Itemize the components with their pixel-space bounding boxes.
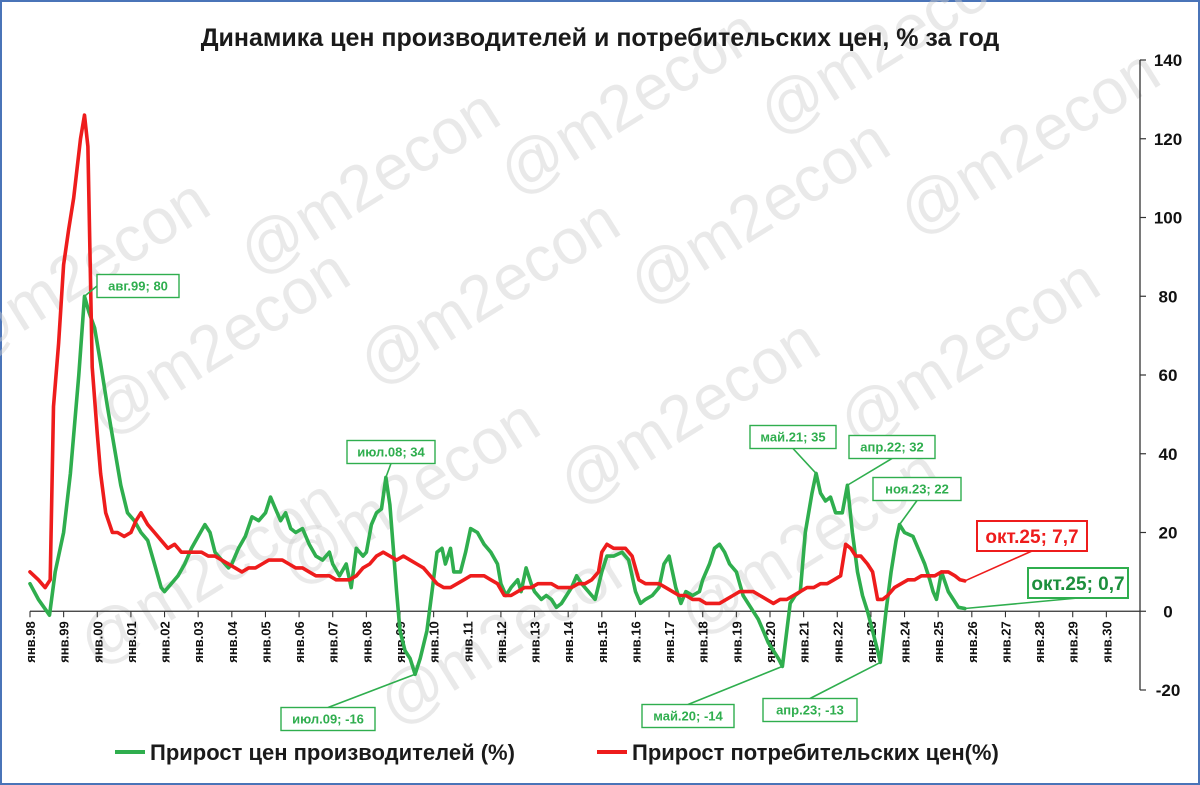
- x-tick-label: янв.30: [1099, 621, 1114, 663]
- annotation-box: [641, 703, 735, 729]
- y-tick-label: 60: [1159, 366, 1178, 385]
- y-tick-label: 80: [1159, 287, 1178, 306]
- annotation-leader: [327, 673, 416, 709]
- x-tick-label: янв.29: [1066, 621, 1081, 663]
- x-tick-label: янв.22: [830, 621, 845, 663]
- watermark-text: @m2econ: [225, 73, 511, 289]
- annotation-leader: [83, 285, 98, 297]
- y-tick-label: 140: [1154, 51, 1182, 70]
- watermark-text: @m2econ: [825, 243, 1111, 459]
- x-tick-label: янв.17: [662, 621, 677, 663]
- x-tick-label: янв.98: [23, 621, 38, 663]
- watermark-text: @m2econ: [615, 103, 901, 319]
- x-tick-label: янв.13: [528, 621, 543, 663]
- annotation-leader: [898, 500, 918, 526]
- annotation-label: май.20; -14: [653, 709, 723, 724]
- annotation-box: [976, 520, 1088, 552]
- legend-label: Прирост потребительских цен(%): [632, 740, 999, 765]
- annotation-box: [1027, 567, 1129, 599]
- x-tick-label: янв.08: [359, 621, 374, 663]
- annotation-box: [280, 706, 376, 732]
- y-tick-label: 0: [1163, 602, 1172, 621]
- watermark-text: @m2econ: [545, 303, 831, 519]
- annotation-label: июл.08; 34: [357, 445, 425, 460]
- annotation-leader: [385, 463, 392, 478]
- x-tick-label: янв.03: [191, 621, 206, 663]
- annotation-layer: авг.99; 80 июл.08; 34 июл.09; -16 май.20; -…: [83, 273, 1129, 732]
- x-tick-label: янв.01: [124, 621, 139, 663]
- annotation-box: [346, 439, 436, 465]
- x-tick-label: янв.05: [258, 621, 273, 663]
- annotation-leader: [687, 665, 783, 706]
- annotation-label: апр.22; 32: [860, 440, 924, 455]
- x-tick-label: янв.12: [494, 621, 509, 663]
- legend-label: Прирост цен производителей (%): [150, 740, 515, 765]
- x-tick-label: янв.21: [797, 621, 812, 663]
- annotation-label: июл.09; -16: [292, 712, 364, 727]
- x-tick-label: янв.02: [158, 621, 173, 663]
- x-tick-label: янв.99: [57, 621, 72, 663]
- consumer-price-line: [28, 113, 967, 606]
- x-tick-label: янв.04: [225, 620, 240, 662]
- annotation-box: [749, 424, 837, 450]
- x-tick-label: янв.19: [729, 621, 744, 663]
- producer-price-line: [28, 294, 967, 677]
- annotation-label: ноя.23; 22: [885, 482, 949, 497]
- annotation-label: май.21; 35: [760, 430, 825, 445]
- x-tick-label: янв.14: [561, 620, 576, 662]
- watermark-text: @m2econ: [885, 33, 1171, 249]
- y-tick-label: 40: [1159, 445, 1178, 464]
- x-tick-label: янв.18: [696, 621, 711, 663]
- axes: -20 0 20 40 60 80 100 120 140 янв.98 янв.99 янв.00 я…: [23, 51, 1182, 700]
- annotation-box: [96, 273, 180, 299]
- annotation-leader: [792, 447, 817, 474]
- x-tick-label: янв.15: [595, 621, 610, 663]
- x-tick-label: янв.16: [628, 621, 643, 663]
- annotation-box: [872, 476, 962, 502]
- annotation-leader: [809, 661, 881, 700]
- x-tick-label: янв.06: [292, 621, 307, 663]
- annotation-leader: [846, 457, 893, 486]
- x-tick-label: янв.10: [427, 621, 442, 663]
- x-tick-label: янв.25: [931, 621, 946, 663]
- annotation-label: окт.25; 7,7: [985, 527, 1078, 548]
- x-tick-label: янв.28: [1032, 621, 1047, 663]
- y-tick-label: 20: [1159, 524, 1178, 543]
- series-layer: [28, 113, 967, 677]
- y-tick-label: -20: [1156, 681, 1181, 700]
- x-tick-label: янв.26: [965, 621, 980, 663]
- x-tick-label: янв.07: [326, 621, 341, 663]
- annotation-box: [762, 697, 858, 723]
- x-tick-label: янв.00: [90, 621, 105, 663]
- watermark-text: @m2econ: [345, 183, 631, 399]
- chart-title: Динамика цен производителей и потребител…: [201, 24, 1000, 52]
- annotation-label: окт.25; 0,7: [1031, 574, 1124, 595]
- y-tick-label: 120: [1154, 130, 1182, 149]
- x-tick-label: янв.11: [460, 621, 475, 662]
- x-tick-label: янв.23: [864, 621, 879, 663]
- legend: Прирост цен производителей (%) Прирост по…: [115, 740, 999, 765]
- annotation-leader: [964, 550, 1033, 582]
- y-tick-label: 100: [1154, 209, 1182, 228]
- x-tick-label: янв.24: [898, 620, 913, 662]
- annotation-label: апр.23; -13: [776, 703, 844, 718]
- watermark-layer: @m2econ @m2econ@m2econ@m2econ@m2econ@m2ec…: [0, 0, 1172, 739]
- annotation-label: авг.99; 80: [108, 279, 168, 294]
- annotation-leader: [964, 597, 1079, 610]
- annotation-box: [848, 434, 936, 460]
- x-tick-label: янв.27: [998, 621, 1013, 663]
